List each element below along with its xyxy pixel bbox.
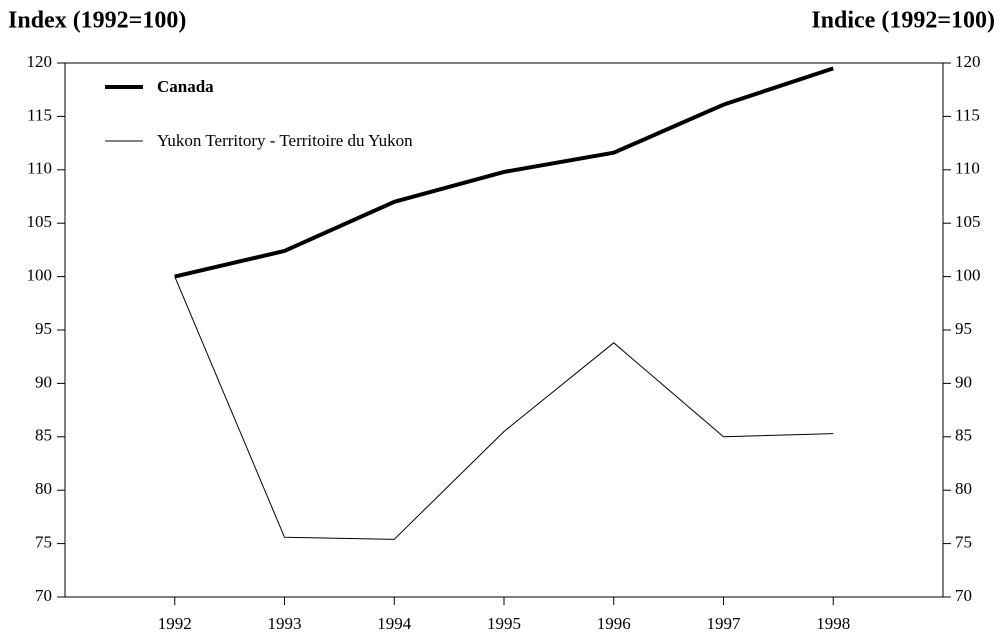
y-axis-label: Index (1992=100): [8, 8, 186, 34]
y2-tick-label: 100: [955, 266, 981, 285]
y2-axis-label: Indice (1992=100): [811, 8, 995, 34]
x-tick-label: 1993: [268, 614, 302, 633]
y2-tick-label: 120: [955, 52, 981, 71]
y-tick-label: 100: [27, 266, 53, 285]
legend-label: Yukon Territory - Territoire du Yukon: [157, 131, 413, 150]
y2-tick-label: 75: [955, 533, 972, 552]
y-tick-label: 115: [27, 105, 52, 124]
y-tick-label: 75: [35, 533, 52, 552]
legend-label: Canada: [157, 77, 214, 96]
y-tick-label: 120: [27, 52, 53, 71]
x-tick-label: 1992: [158, 614, 192, 633]
y-tick-label: 105: [27, 212, 53, 231]
y-tick-label: 110: [27, 159, 52, 178]
series-line: [174, 66, 834, 279]
y2-tick-label: 110: [955, 159, 980, 178]
x-tick-label: 1998: [816, 614, 850, 633]
x-tick-label: 1997: [707, 614, 742, 633]
x-tick-label: 1994: [377, 614, 412, 633]
y2-tick-label: 90: [955, 372, 972, 391]
x-tick-label: 1995: [487, 614, 521, 633]
y2-tick-label: 95: [955, 319, 972, 338]
y-tick-label: 90: [35, 372, 52, 391]
x-tick-label: 1996: [597, 614, 631, 633]
y-tick-label: 95: [35, 319, 52, 338]
y-tick-label: 70: [35, 586, 52, 605]
y2-tick-label: 85: [955, 426, 972, 445]
y2-tick-label: 105: [955, 212, 981, 231]
y-tick-label: 85: [35, 426, 52, 445]
y2-tick-label: 80: [955, 479, 972, 498]
y2-tick-label: 115: [955, 105, 980, 124]
y-tick-label: 80: [35, 479, 52, 498]
series-line: [174, 276, 834, 540]
y2-tick-label: 70: [955, 586, 972, 605]
